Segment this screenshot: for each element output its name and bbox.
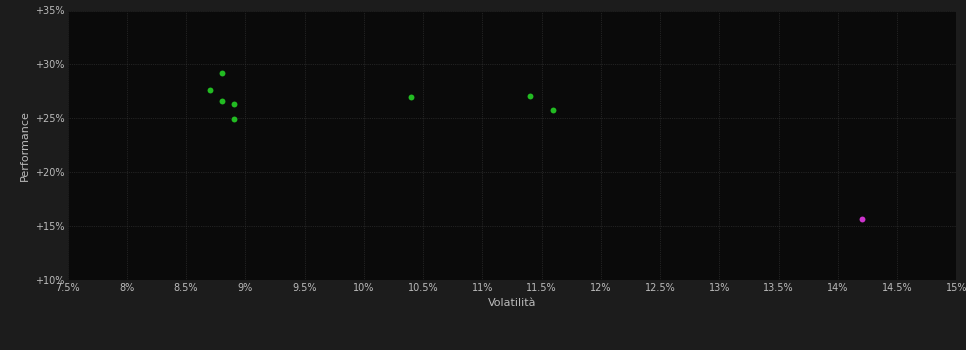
Point [202, 88, 217, 93]
Point [226, 117, 242, 122]
Point [213, 70, 229, 76]
Point [854, 216, 869, 221]
Y-axis label: Performance: Performance [19, 110, 30, 181]
Point [213, 98, 229, 104]
Point [546, 107, 561, 112]
Point [522, 93, 537, 98]
X-axis label: Volatilità: Volatilità [488, 298, 536, 308]
Point [404, 94, 419, 99]
Point [226, 102, 242, 107]
